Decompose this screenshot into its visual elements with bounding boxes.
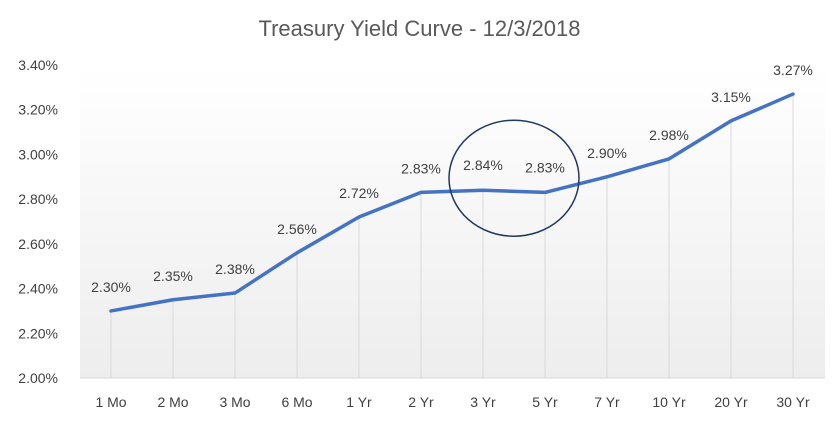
x-tick-label: 30 Yr (776, 394, 810, 410)
data-label: 2.83% (401, 160, 441, 176)
data-label: 2.90% (587, 145, 627, 161)
y-tick-label: 3.40% (18, 57, 58, 73)
y-tick-label: 2.20% (18, 325, 58, 341)
data-label: 2.84% (463, 157, 503, 173)
chart-title: Treasury Yield Curve - 12/3/2018 (258, 16, 580, 41)
data-label: 2.56% (277, 221, 317, 237)
y-tick-label: 2.00% (18, 370, 58, 386)
x-tick-label: 3 Mo (219, 394, 250, 410)
data-label: 2.38% (215, 261, 255, 277)
data-labels: 2.30% 2.35% 2.38% 2.56% 2.72% 2.83% 2.84% 2.83%… (91, 62, 813, 295)
y-tick-label: 3.00% (18, 146, 58, 162)
y-tick-label: 3.20% (18, 102, 58, 118)
x-tick-label: 1 Yr (346, 394, 372, 410)
x-tick-label: 2 Mo (157, 394, 188, 410)
data-label: 2.35% (153, 268, 193, 284)
x-tick-label: 7 Yr (594, 394, 620, 410)
y-axis: 2.00% 2.20% 2.40% 2.60% 2.80% 3.00% 3.20% 3.40% (18, 57, 58, 386)
x-tick-label: 10 Yr (652, 394, 686, 410)
data-label: 2.72% (339, 185, 379, 201)
data-label: 2.30% (91, 279, 131, 295)
annotation-circle (448, 119, 580, 237)
x-axis: 1 Mo 2 Mo 3 Mo 6 Mo 1 Yr 2 Yr 3 Yr 5 Yr 7 Yr 10 Y… (95, 394, 810, 410)
x-tick-label: 6 Mo (281, 394, 312, 410)
y-tick-label: 2.80% (18, 191, 58, 207)
x-tick-label: 3 Yr (470, 394, 496, 410)
data-label: 3.27% (773, 62, 813, 78)
x-tick-label: 20 Yr (714, 394, 748, 410)
series-line (109, 92, 795, 313)
data-label: 2.98% (649, 127, 689, 143)
plot-area (80, 65, 825, 378)
data-label: 2.83% (525, 159, 565, 175)
y-tick-label: 2.60% (18, 236, 58, 252)
data-label: 3.15% (711, 89, 751, 105)
drop-lines (110, 94, 794, 378)
x-tick-label: 2 Yr (408, 394, 434, 410)
x-tick-label: 1 Mo (95, 394, 126, 410)
x-tick-label: 5 Yr (532, 394, 558, 410)
y-tick-label: 2.40% (18, 281, 58, 297)
